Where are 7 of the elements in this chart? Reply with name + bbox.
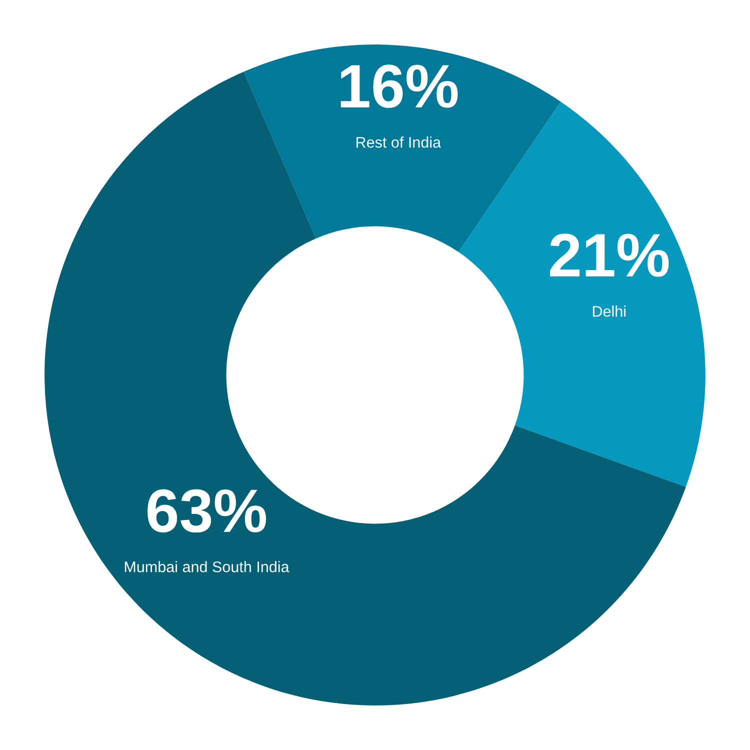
- slice-label: Rest of India: [356, 136, 442, 148]
- slice-label: Mumbai and South India: [124, 561, 290, 572]
- data-label: 21%: [550, 234, 669, 277]
- data-label: 63%: [148, 489, 266, 533]
- slice-label: Delhi: [592, 306, 626, 317]
- donut-slice: [458, 102, 706, 487]
- data-label: 16%: [340, 64, 458, 108]
